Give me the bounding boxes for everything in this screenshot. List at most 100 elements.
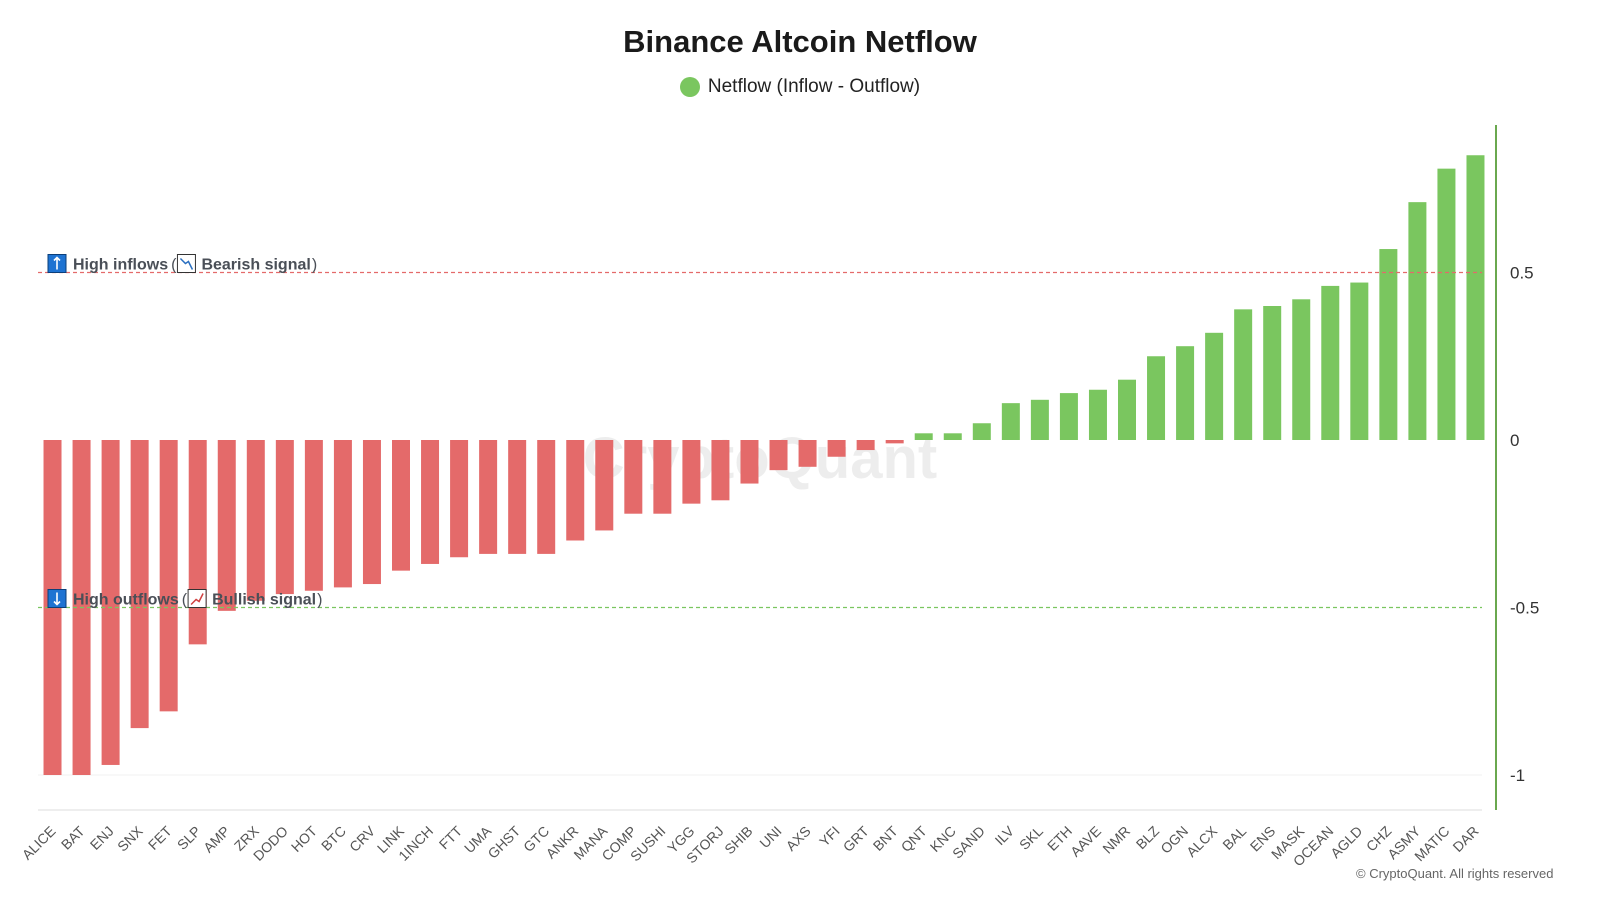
x-tick-label: BLZ [1133, 822, 1163, 852]
x-tick-label: ILV [992, 822, 1018, 848]
high-outflows-label: High outflows [73, 592, 179, 609]
bar-mana [595, 440, 614, 531]
bar-chz [1379, 249, 1398, 440]
bar-sand [972, 423, 991, 440]
bar-blz [1147, 356, 1166, 440]
bar-snx [130, 440, 149, 729]
bar-qnt [914, 433, 933, 440]
bar-ilv [1001, 403, 1020, 440]
arrow-glyph [53, 256, 61, 270]
x-tick-label: ENJ [87, 823, 117, 853]
x-tick-label: QNT [898, 822, 931, 855]
bar-ankr [566, 440, 585, 541]
y-tick-label: 0.5 [1510, 264, 1534, 283]
bar-ogn [1176, 346, 1195, 440]
trend-glyph [190, 593, 204, 606]
high-inflows-signal: Bearish signal [201, 257, 310, 274]
x-tick-label: SKL [1016, 823, 1046, 853]
x-tick-label: SNX [114, 822, 146, 854]
x-tick-label: AXS [783, 823, 814, 854]
x-tick-label: GRT [840, 823, 872, 855]
x-tick-label: FTT [436, 822, 466, 852]
bar-amp [217, 440, 236, 611]
bar-dodo [275, 440, 294, 595]
bar-ocean [1321, 285, 1340, 440]
annotation-open-paren: ( [171, 257, 177, 274]
bar-slp [188, 440, 207, 645]
bar-axs [798, 440, 817, 467]
x-tick-label: YFI [816, 823, 843, 850]
bar-comp [624, 440, 643, 514]
bar-fet [159, 440, 178, 712]
bar-knc [943, 433, 962, 440]
bar-nmr [1118, 379, 1136, 440]
bar-aave [1088, 389, 1107, 440]
legend-label: Netflow (Inflow - Outflow) [707, 76, 921, 97]
bar-asmy [1408, 202, 1427, 440]
bar-mask [1292, 299, 1311, 440]
bar-ygg [682, 440, 701, 504]
trend-glyph [179, 257, 194, 270]
bar-yfi [827, 440, 846, 457]
x-tick-label: DAR [1449, 823, 1481, 855]
high-inflows-label: High inflows [73, 257, 168, 274]
bar-uma [479, 440, 498, 554]
bar-matic [1437, 168, 1456, 440]
bar-btc [333, 440, 352, 588]
x-tick-label: ALCX [1183, 822, 1221, 860]
x-tick-label: AAVE [1067, 823, 1104, 860]
bar-ftt [450, 440, 469, 558]
bar-uni [769, 440, 788, 471]
y-tick-label: -0.5 [1510, 599, 1539, 618]
annotation-close-paren: ) [312, 257, 317, 274]
x-tick-label: BTC [318, 823, 349, 854]
x-tick-label: HOT [288, 822, 321, 855]
bar-grt [856, 440, 875, 451]
copyright-notice: © CryptoQuant. All rights reserved [1356, 866, 1554, 881]
chart-title: Binance Altcoin Netflow [623, 24, 977, 59]
bar-dar [1466, 155, 1485, 440]
x-tick-label: GHST [484, 822, 523, 861]
bar-agld [1350, 282, 1369, 440]
x-tick-label: ALICE [19, 823, 59, 863]
y-tick-label: 0 [1510, 431, 1519, 450]
x-tick-label: BAT [58, 823, 88, 853]
bar-eth [1059, 393, 1078, 440]
high-outflows-signal: Bullish signal [212, 592, 316, 609]
bar-hot [304, 440, 323, 591]
bar-1inch [421, 440, 440, 564]
x-tick-label: UNI [756, 823, 784, 851]
annotation-close-paren: ) [317, 592, 322, 609]
bar-skl [1030, 399, 1049, 440]
bar-shib [740, 440, 759, 484]
bar-ghst [508, 440, 527, 554]
bar-gtc [537, 440, 556, 554]
x-tick-label: FET [145, 822, 175, 852]
bar-bnt [885, 440, 904, 444]
bar-ens [1263, 306, 1282, 440]
chart-legend[interactable]: Netflow (Inflow - Outflow) [0, 76, 1600, 98]
trend-up-icon [187, 589, 207, 608]
annotation-open-paren: ( [182, 592, 188, 609]
bar-alcx [1205, 332, 1224, 440]
x-tick-label: CRV [346, 822, 379, 855]
bar-bal [1234, 309, 1253, 440]
x-tick-label: NMR [1099, 823, 1133, 857]
bar-enj [101, 440, 120, 765]
bar-storj [711, 440, 730, 501]
x-tick-label: AMP [200, 823, 233, 856]
x-tick-label: BAL [1219, 823, 1249, 853]
x-tick-label: SLP [174, 823, 204, 853]
bar-zrx [246, 440, 265, 601]
x-tick-label: SHIB [721, 823, 755, 857]
x-tick-label: AGLD [1327, 823, 1365, 861]
bar-sushi [653, 440, 672, 514]
x-tick-label: BNT [870, 822, 901, 853]
arrow-glyph [53, 592, 61, 606]
legend-marker [679, 77, 700, 97]
x-tick-label: SAND [949, 823, 988, 862]
bar-crv [362, 440, 381, 585]
bar-link [392, 440, 410, 571]
y-tick-label: -1 [1510, 766, 1525, 785]
